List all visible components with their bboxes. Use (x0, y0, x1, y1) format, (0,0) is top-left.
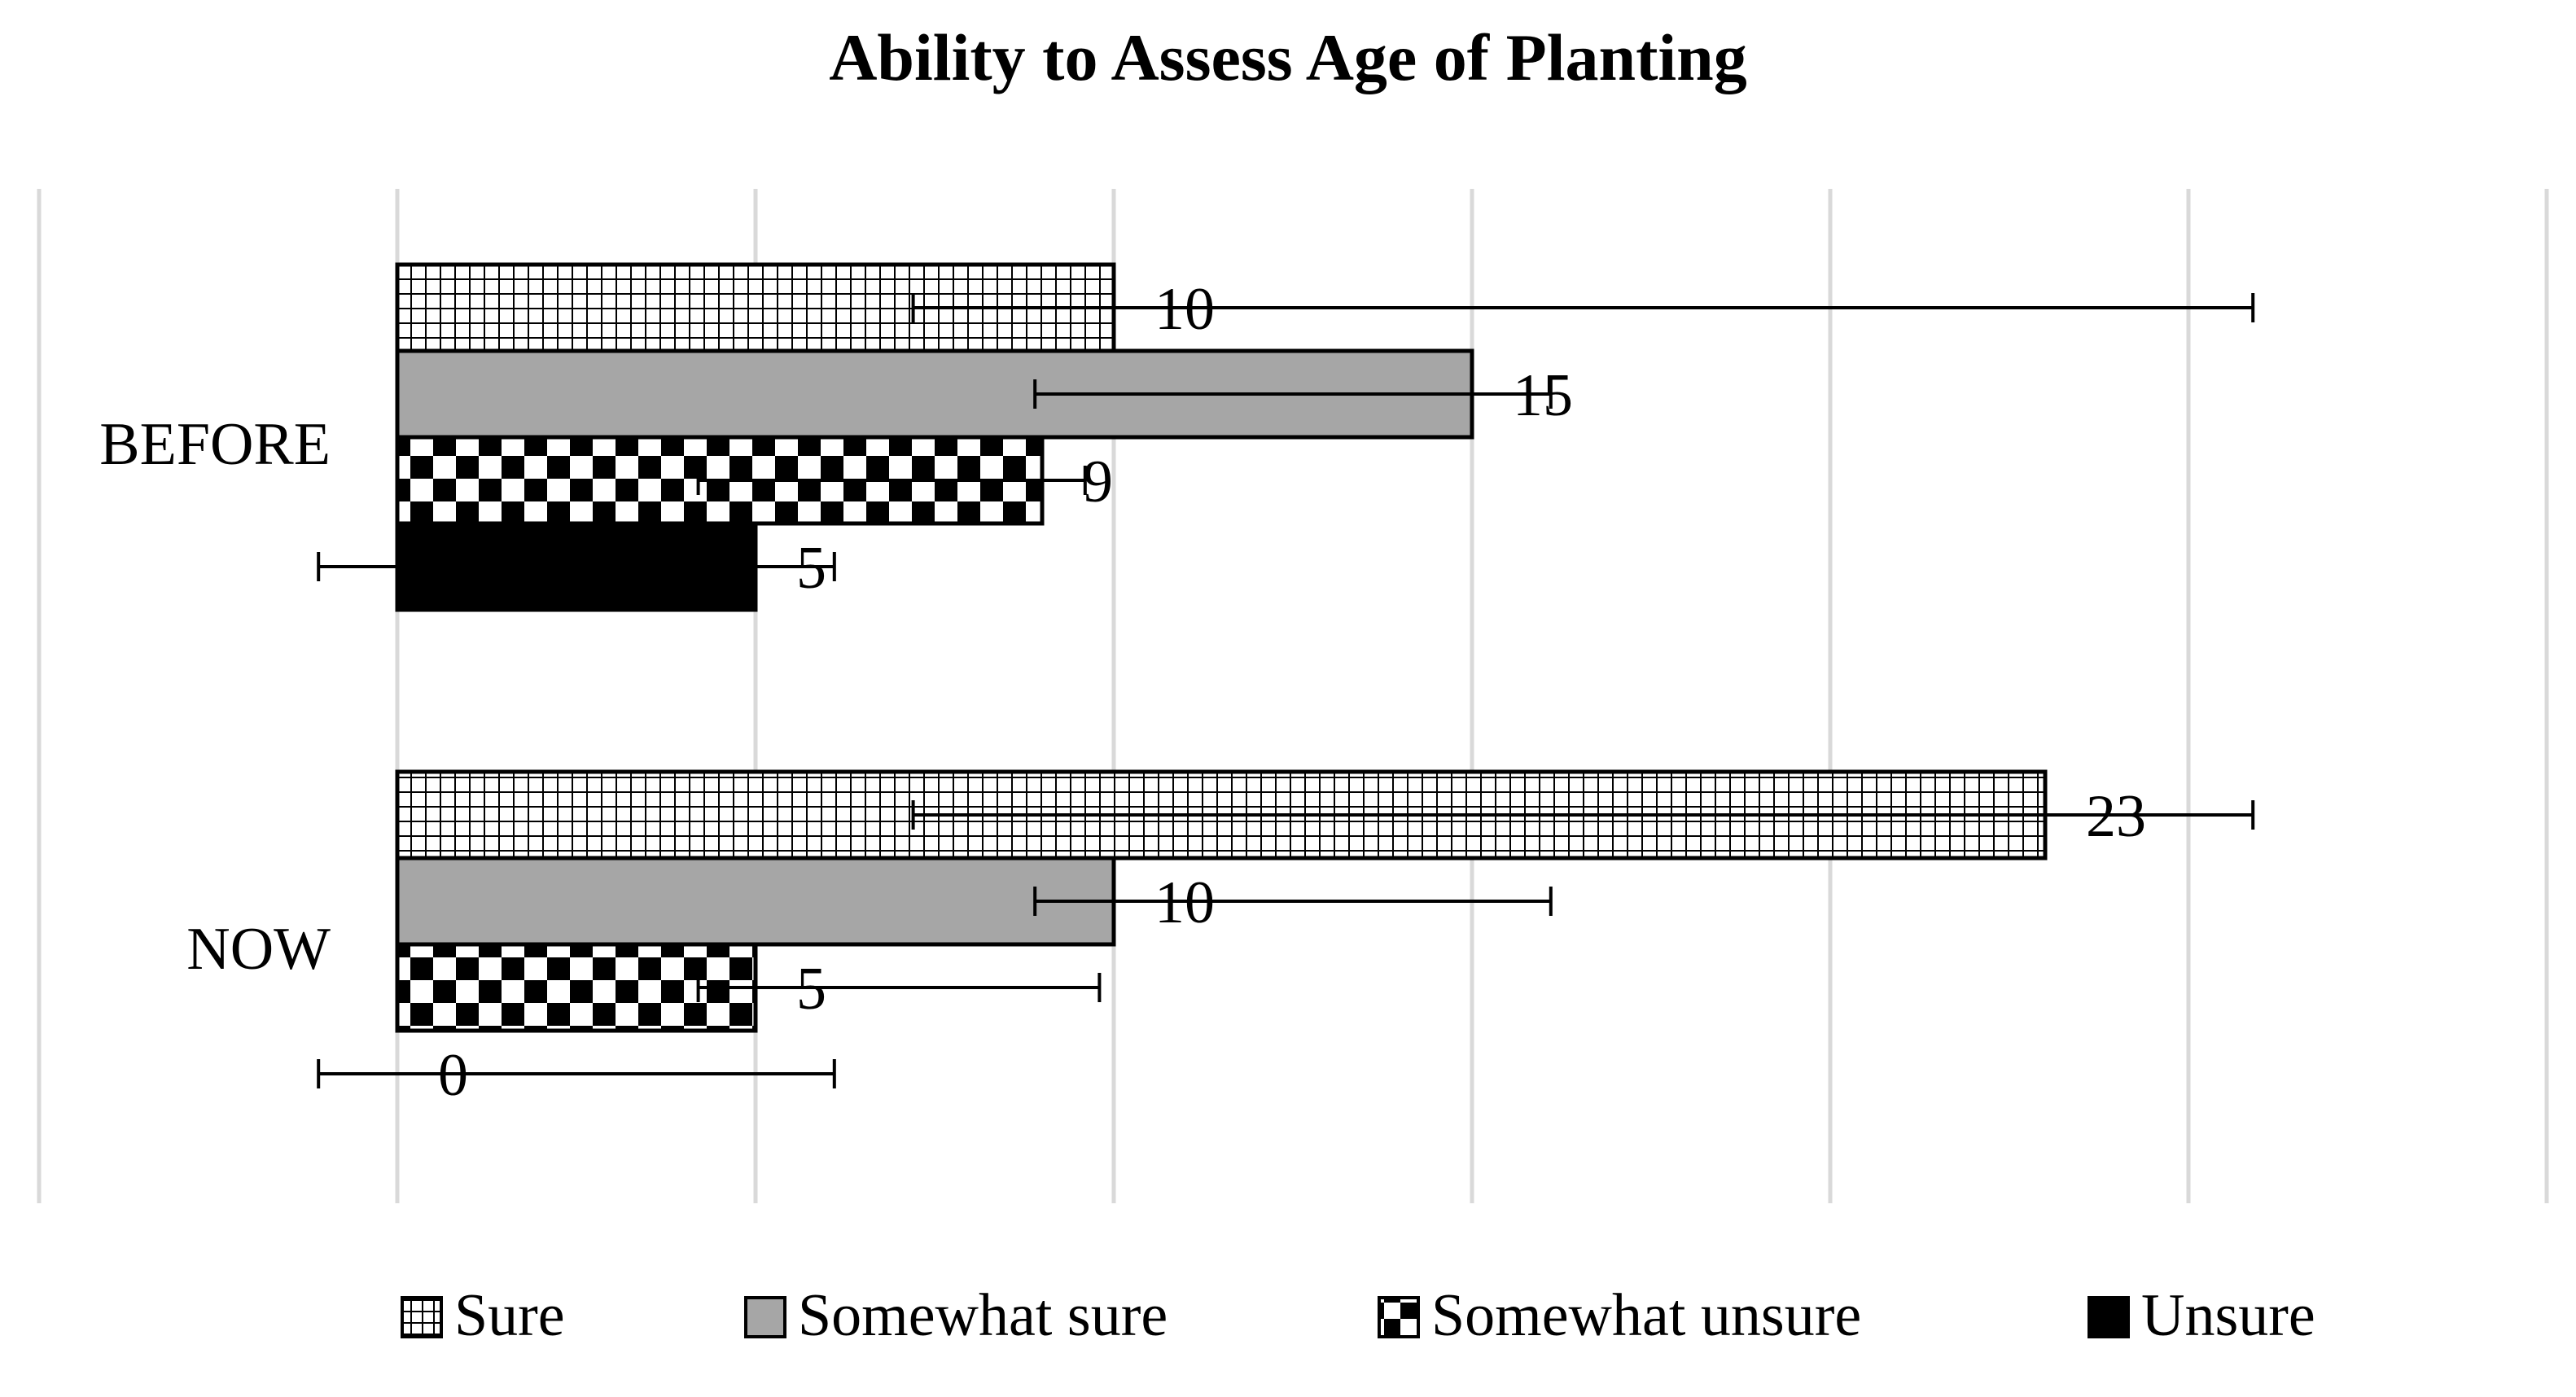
chart-title: Ability to Assess Age of Planting (829, 20, 1747, 94)
legend-label: Sure (454, 1282, 565, 1349)
legend-swatch (744, 1296, 786, 1338)
data-label-before-somewhat-sure: 15 (1513, 362, 1573, 429)
category-labels: BEFORE NOW (99, 411, 331, 983)
error-bars (317, 293, 2255, 1088)
legend-swatch (2088, 1296, 2130, 1338)
legend-label: Somewhat unsure (1431, 1282, 1861, 1349)
data-label-now-unsure: 0 (438, 1042, 468, 1109)
legend-swatch (401, 1296, 443, 1338)
data-label-now-somewhat-sure: 10 (1154, 869, 1215, 936)
legend-swatch (1378, 1296, 1420, 1338)
category-label-now: NOW (186, 916, 331, 983)
data-label-before-unsure: 5 (796, 535, 826, 602)
category-label-before: BEFORE (99, 411, 331, 478)
data-labels: 10 15 9 5 23 10 5 0 (438, 276, 2146, 1109)
legend-label: Unsure (2141, 1282, 2315, 1349)
data-label-now-somewhat-unsure: 5 (796, 956, 826, 1023)
legend: Sure Somewhat sure Somewhat unsure Unsure (401, 1282, 2315, 1349)
legend-item-somewhat-sure: Somewhat sure (744, 1282, 1168, 1349)
data-label-now-sure: 23 (2086, 783, 2146, 850)
data-label-before-somewhat-unsure: 9 (1083, 449, 1113, 515)
data-label-before-sure: 10 (1154, 276, 1215, 343)
legend-item-unsure: Unsure (2088, 1282, 2315, 1349)
legend-label: Somewhat sure (798, 1282, 1168, 1349)
bar-now-somewhat-sure (395, 856, 1116, 947)
bars (395, 262, 2048, 1033)
legend-item-sure: Sure (401, 1282, 565, 1349)
legend-item-somewhat-unsure: Somewhat unsure (1378, 1282, 1861, 1349)
bar-now-somewhat-unsure (395, 942, 758, 1033)
